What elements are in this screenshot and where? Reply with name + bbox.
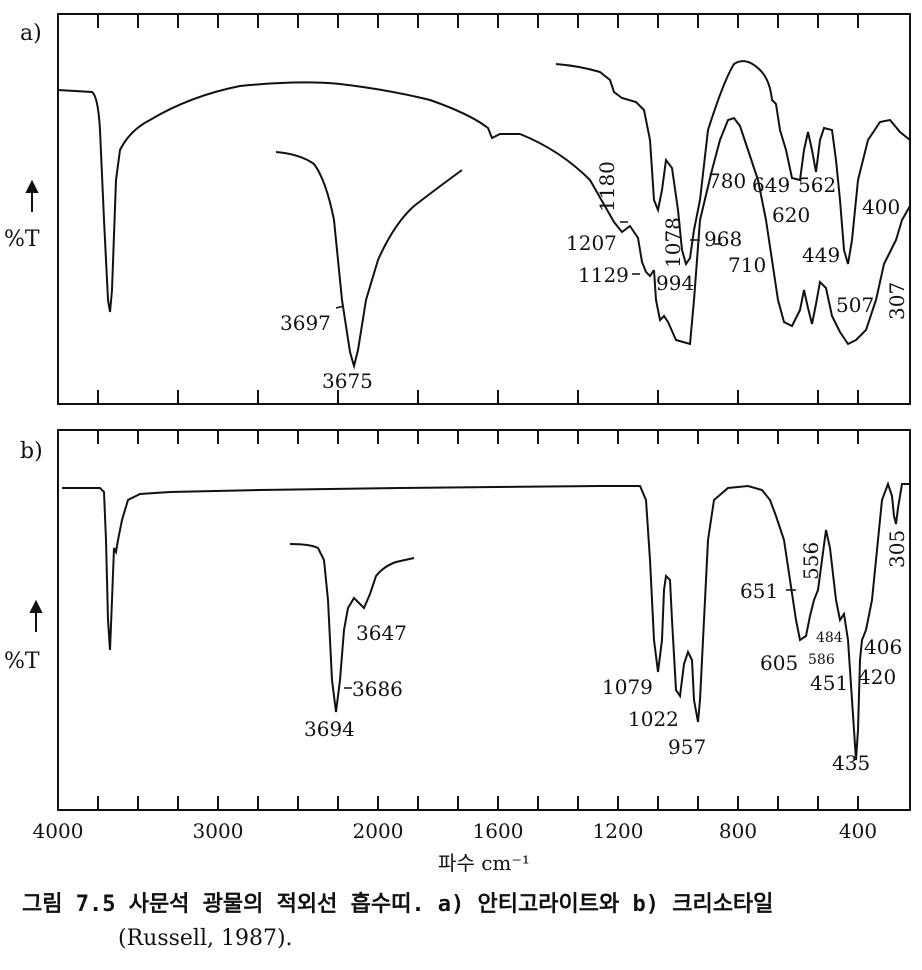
x-tick-1200: 1200 bbox=[593, 819, 644, 843]
peak-label-1078: 1078 bbox=[661, 217, 685, 268]
peak-label-484: 484 bbox=[816, 630, 843, 646]
caption-line-2: (Russell, 1987). bbox=[118, 926, 293, 951]
panel-a-ylabel-arrow bbox=[25, 179, 39, 212]
x-tick-1600: 1600 bbox=[473, 819, 524, 843]
panel-b: b) %T 3647 3686 3694 1079 1022 957 651 5… bbox=[4, 429, 911, 811]
peak-label-620: 620 bbox=[772, 203, 810, 227]
panel-a-spectrum-upper bbox=[555, 60, 911, 267]
panel-b-label: b) bbox=[20, 439, 43, 464]
peak-label-1207: 1207 bbox=[566, 231, 617, 255]
panel-a-frame bbox=[57, 13, 911, 405]
peak-label-651: 651 bbox=[740, 579, 778, 603]
peak-label-957: 957 bbox=[668, 735, 706, 759]
peak-label-3647: 3647 bbox=[356, 621, 407, 645]
figure-caption: 그림 7.5 사문석 광물의 적외선 흡수띠. a) 안티고라이트와 b) 크리… bbox=[22, 888, 912, 956]
panel-b-leaders bbox=[344, 589, 796, 689]
peak-label-507: 507 bbox=[836, 293, 874, 317]
peak-label-400: 400 bbox=[862, 195, 900, 219]
x-tick-400: 400 bbox=[839, 819, 877, 843]
panel-a-ticks bbox=[97, 14, 859, 404]
panel-a-spectrum-main bbox=[57, 81, 655, 313]
peak-label-586: 586 bbox=[808, 652, 835, 668]
peak-label-649: 649 bbox=[752, 173, 790, 197]
panel-b-ticks bbox=[97, 430, 859, 810]
peak-label-994: 994 bbox=[656, 271, 694, 295]
peak-label-305: 305 bbox=[885, 530, 909, 568]
panel-b-frame bbox=[57, 429, 911, 811]
peak-label-307: 307 bbox=[885, 282, 909, 320]
panel-b-ylabel-arrow bbox=[29, 599, 43, 632]
x-axis-label: 파수 cm⁻¹ bbox=[438, 851, 530, 875]
panel-a-leaders bbox=[335, 221, 722, 309]
peak-label-1129: 1129 bbox=[578, 263, 629, 287]
peak-label-562: 562 bbox=[798, 173, 836, 197]
peak-label-449: 449 bbox=[802, 243, 840, 267]
peak-label-406: 406 bbox=[864, 635, 902, 659]
peak-label-1079: 1079 bbox=[602, 675, 653, 699]
ir-spectra-figure: a) %T 3697 3675 1207 1180 1129 bbox=[4, 13, 911, 875]
peak-label-420: 420 bbox=[858, 665, 896, 689]
panel-b-inset-oh-band bbox=[289, 543, 415, 713]
x-tick-2000: 2000 bbox=[353, 819, 404, 843]
x-tick-3000: 3000 bbox=[193, 819, 244, 843]
peak-label-3675: 3675 bbox=[322, 369, 373, 393]
peak-label-968: 968 bbox=[704, 227, 742, 251]
panel-a: a) %T 3697 3675 1207 1180 1129 bbox=[4, 13, 911, 405]
panel-a-ylabel: %T bbox=[4, 227, 40, 252]
panel-b-spectrum bbox=[62, 481, 910, 761]
peak-label-556: 556 bbox=[799, 542, 823, 580]
panel-a-inset-oh-band bbox=[275, 151, 463, 370]
x-axis-tick-labels: 4000 3000 2000 1600 1200 800 400 bbox=[33, 819, 878, 843]
peak-label-780: 780 bbox=[708, 169, 746, 193]
peak-label-710: 710 bbox=[728, 253, 766, 277]
peak-label-451: 451 bbox=[810, 671, 848, 695]
panel-b-ylabel: %T bbox=[4, 649, 40, 674]
peak-label-3694: 3694 bbox=[304, 717, 355, 741]
peak-label-1180: 1180 bbox=[595, 161, 619, 212]
panel-a-spectrum-lower bbox=[653, 116, 911, 346]
peak-label-3686: 3686 bbox=[352, 677, 403, 701]
panel-a-label: a) bbox=[20, 21, 42, 46]
peak-label-3697: 3697 bbox=[280, 311, 331, 335]
peak-label-1022: 1022 bbox=[628, 707, 679, 731]
peak-label-435: 435 bbox=[832, 751, 870, 775]
x-tick-800: 800 bbox=[719, 819, 757, 843]
x-tick-4000: 4000 bbox=[33, 819, 84, 843]
peak-label-605: 605 bbox=[760, 651, 798, 675]
caption-line-1: 그림 7.5 사문석 광물의 적외선 흡수띠. a) 안티고라이트와 b) 크리… bbox=[22, 892, 774, 917]
